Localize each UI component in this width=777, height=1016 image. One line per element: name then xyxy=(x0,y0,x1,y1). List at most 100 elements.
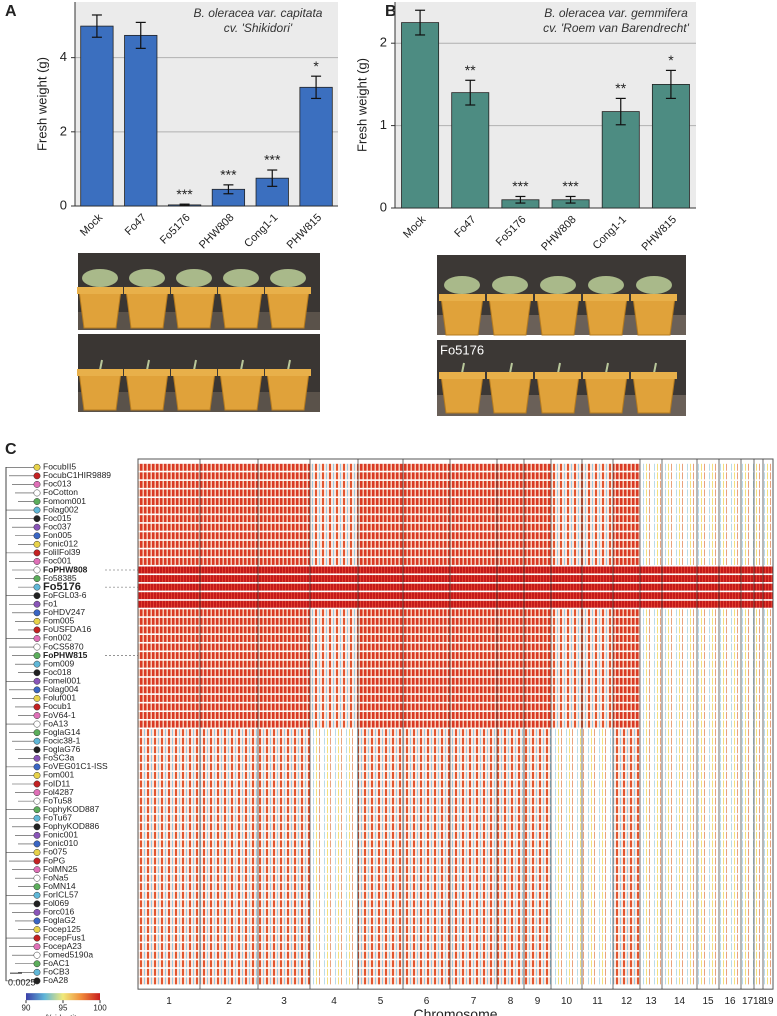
heatmap-cell xyxy=(258,583,310,591)
heatmap-cell xyxy=(613,720,640,728)
heatmap-cell xyxy=(763,968,773,976)
heatmap-cell xyxy=(582,575,613,583)
heatmap-cell xyxy=(640,908,662,916)
heatmap-cell xyxy=(551,489,582,497)
heatmap-cell xyxy=(403,746,450,754)
heatmap-cell xyxy=(450,883,497,891)
heatmap-cell xyxy=(138,874,200,882)
heatmap-cell xyxy=(754,831,763,839)
heatmap-cell xyxy=(613,583,640,591)
heatmap-cell xyxy=(582,960,613,968)
heatmap-cell xyxy=(754,763,763,771)
heatmap-cell xyxy=(138,789,200,797)
heatmap-cell xyxy=(450,823,497,831)
heatmap-cell xyxy=(662,960,697,968)
leaf-dot xyxy=(33,900,41,908)
heatmap-cell xyxy=(310,857,358,865)
heatmap-cell xyxy=(719,754,741,762)
chromosome-label: 13 xyxy=(645,996,657,1007)
heatmap-cell xyxy=(403,703,450,711)
heatmap-cell xyxy=(138,934,200,942)
heatmap-cell xyxy=(719,763,741,771)
leaf-dot xyxy=(33,960,41,968)
strain-label: Fonic001 xyxy=(43,830,78,840)
heatmap-cell xyxy=(138,831,200,839)
heatmap-cell xyxy=(754,951,763,959)
heatmap-cell xyxy=(450,806,497,814)
pot xyxy=(536,296,580,336)
heatmap-cell xyxy=(754,926,763,933)
heatmap-cell xyxy=(258,575,310,583)
heatmap-cell xyxy=(450,686,497,694)
heatmap-cell xyxy=(524,626,551,634)
heatmap-cell xyxy=(640,686,662,694)
heatmap-cell xyxy=(697,797,719,805)
heatmap-cell xyxy=(582,883,613,891)
heatmap-cell xyxy=(719,694,741,702)
heatmap-cell xyxy=(200,635,258,642)
heatmap-cell xyxy=(450,583,497,591)
heatmap-cell xyxy=(662,652,697,660)
y-tick-label: 1 xyxy=(380,117,387,132)
heatmap-cell xyxy=(582,754,613,762)
heatmap-cell xyxy=(551,729,582,737)
significance: *** xyxy=(562,178,579,194)
strain-label: FoglaG14 xyxy=(43,727,81,737)
heatmap-cell xyxy=(719,515,741,523)
heatmap-cell xyxy=(200,729,258,737)
heatmap-cell xyxy=(719,592,741,600)
heatmap-cell xyxy=(497,831,524,839)
heatmap-cell xyxy=(310,592,358,600)
heatmap-cell xyxy=(719,498,741,505)
heatmap-cell xyxy=(497,575,524,583)
heatmap-cell xyxy=(358,480,403,488)
x-axis-label: Chromosome xyxy=(413,1006,497,1016)
heatmap-cell xyxy=(763,540,773,548)
heatmap-cell xyxy=(138,557,200,565)
heatmap-cell xyxy=(310,540,358,548)
x-tick-label: Fo47 xyxy=(452,214,478,240)
heatmap-cell xyxy=(582,626,613,634)
heatmap-cell xyxy=(551,926,582,933)
heatmap-cell xyxy=(662,557,697,565)
heatmap-cell xyxy=(640,566,662,574)
strain-label: FophyKOD886 xyxy=(43,821,99,831)
heatmap-cell xyxy=(310,917,358,925)
heatmap-cell xyxy=(582,780,613,788)
pot xyxy=(488,296,532,336)
heatmap-cell xyxy=(754,515,763,523)
heatmap-cell xyxy=(754,874,763,882)
heatmap-cell xyxy=(450,891,497,899)
heatmap-cell xyxy=(138,592,200,600)
heatmap-cell xyxy=(640,874,662,882)
leaf-dot xyxy=(33,643,41,651)
heatmap-cell xyxy=(497,814,524,822)
heatmap-cell xyxy=(310,660,358,668)
pot-rim xyxy=(439,294,485,301)
heatmap-cell xyxy=(551,677,582,685)
strain-label: Foc018 xyxy=(43,667,72,677)
heatmap-cell xyxy=(200,814,258,822)
heatmap-cell xyxy=(258,960,310,968)
heatmap-cell xyxy=(258,763,310,771)
heatmap-cell xyxy=(640,635,662,642)
heatmap-cell xyxy=(741,789,754,797)
heatmap-cell xyxy=(310,463,358,471)
heatmap-cell xyxy=(662,771,697,779)
heatmap-cell xyxy=(754,900,763,908)
heatmap-cell xyxy=(613,789,640,797)
heatmap-cell xyxy=(310,943,358,951)
strain-label: FoV64-1 xyxy=(43,710,76,720)
x-tick-label: PHW815 xyxy=(285,212,325,252)
heatmap-cell xyxy=(358,703,403,711)
heatmap-cell xyxy=(640,652,662,660)
heatmap-cell xyxy=(741,934,754,942)
heatmap-cell xyxy=(258,498,310,505)
heatmap-cell xyxy=(524,951,551,959)
heatmap-cell xyxy=(358,891,403,899)
heatmap-cell xyxy=(741,712,754,719)
heatmap-cell xyxy=(613,712,640,719)
leaf-dot xyxy=(33,934,41,942)
heatmap-cell xyxy=(258,532,310,540)
